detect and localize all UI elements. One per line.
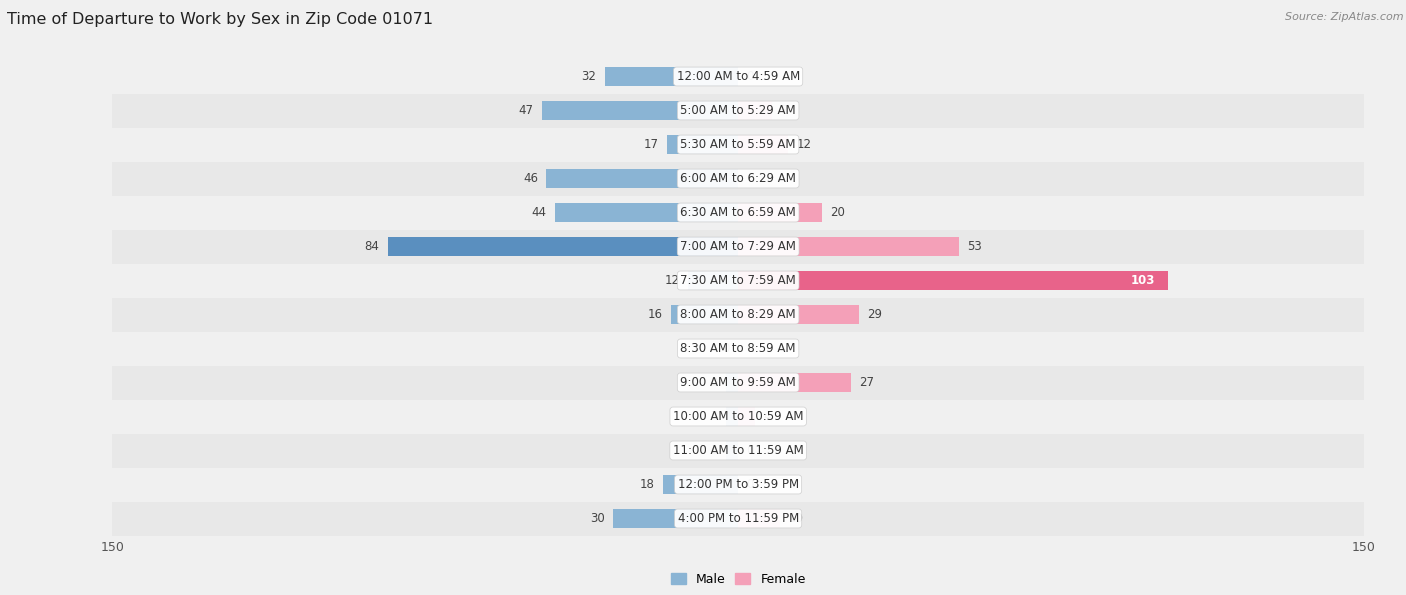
Bar: [738, 509, 780, 528]
Text: 47: 47: [519, 104, 534, 117]
Bar: [547, 169, 738, 188]
Text: 18: 18: [640, 478, 655, 491]
Text: 103: 103: [1130, 274, 1156, 287]
Text: 4:00 PM to 11:59 PM: 4:00 PM to 11:59 PM: [678, 512, 799, 525]
Text: 7:00 AM to 7:29 AM: 7:00 AM to 7:29 AM: [681, 240, 796, 253]
Text: 8:30 AM to 8:59 AM: 8:30 AM to 8:59 AM: [681, 342, 796, 355]
Text: 10:00 AM to 10:59 AM: 10:00 AM to 10:59 AM: [673, 410, 803, 423]
Text: 5:30 AM to 5:59 AM: 5:30 AM to 5:59 AM: [681, 138, 796, 151]
Text: 84: 84: [364, 240, 380, 253]
Text: 5:00 AM to 5:29 AM: 5:00 AM to 5:29 AM: [681, 104, 796, 117]
Text: 29: 29: [868, 308, 883, 321]
Bar: [112, 399, 1364, 434]
Text: 6:30 AM to 6:59 AM: 6:30 AM to 6:59 AM: [681, 206, 796, 219]
Bar: [112, 93, 1364, 127]
Bar: [725, 373, 738, 392]
Text: 16: 16: [648, 308, 664, 321]
Text: 0: 0: [747, 478, 754, 491]
Bar: [738, 237, 959, 256]
Text: 6:00 AM to 6:29 AM: 6:00 AM to 6:29 AM: [681, 172, 796, 185]
Text: 46: 46: [523, 172, 538, 185]
Text: 27: 27: [859, 376, 875, 389]
Text: 12: 12: [665, 274, 679, 287]
Text: 30: 30: [591, 512, 605, 525]
Bar: [725, 407, 738, 426]
Text: 3: 3: [710, 444, 717, 457]
Bar: [112, 161, 1364, 196]
Bar: [738, 135, 789, 154]
Text: 0: 0: [747, 342, 754, 355]
Bar: [738, 101, 772, 120]
Bar: [543, 101, 738, 120]
Text: 7:30 AM to 7:59 AM: 7:30 AM to 7:59 AM: [681, 274, 796, 287]
Bar: [112, 127, 1364, 161]
Text: 3: 3: [710, 410, 717, 423]
Bar: [112, 264, 1364, 298]
Bar: [112, 230, 1364, 264]
Text: 32: 32: [582, 70, 596, 83]
Bar: [672, 305, 738, 324]
Bar: [738, 373, 851, 392]
Text: 53: 53: [967, 240, 983, 253]
Text: 12:00 AM to 4:59 AM: 12:00 AM to 4:59 AM: [676, 70, 800, 83]
Bar: [738, 203, 821, 222]
Bar: [668, 135, 738, 154]
Bar: [738, 407, 755, 426]
Bar: [112, 502, 1364, 536]
Text: 0: 0: [747, 444, 754, 457]
Text: Source: ZipAtlas.com: Source: ZipAtlas.com: [1285, 12, 1403, 22]
Text: 0: 0: [723, 342, 730, 355]
Text: 17: 17: [644, 138, 659, 151]
Text: 12: 12: [797, 138, 811, 151]
Bar: [112, 196, 1364, 230]
Legend: Male, Female: Male, Female: [665, 568, 811, 591]
Text: 20: 20: [830, 206, 845, 219]
Text: 0: 0: [747, 70, 754, 83]
Text: Time of Departure to Work by Sex in Zip Code 01071: Time of Departure to Work by Sex in Zip …: [7, 12, 433, 27]
Text: 8: 8: [780, 104, 787, 117]
Text: 11:00 AM to 11:59 AM: 11:00 AM to 11:59 AM: [673, 444, 803, 457]
Bar: [112, 434, 1364, 468]
Bar: [112, 468, 1364, 502]
Text: 12:00 PM to 3:59 PM: 12:00 PM to 3:59 PM: [678, 478, 799, 491]
Bar: [664, 475, 738, 494]
Text: 44: 44: [531, 206, 547, 219]
Bar: [112, 365, 1364, 399]
Text: 4: 4: [763, 410, 770, 423]
Bar: [688, 271, 738, 290]
Bar: [388, 237, 738, 256]
Bar: [112, 60, 1364, 93]
Text: 0: 0: [747, 172, 754, 185]
Bar: [112, 331, 1364, 365]
Bar: [605, 67, 738, 86]
Text: 8:00 AM to 8:29 AM: 8:00 AM to 8:29 AM: [681, 308, 796, 321]
Bar: [738, 271, 1168, 290]
Text: 3: 3: [710, 376, 717, 389]
Text: 10: 10: [789, 512, 803, 525]
Bar: [613, 509, 738, 528]
Bar: [725, 441, 738, 460]
Text: 9:00 AM to 9:59 AM: 9:00 AM to 9:59 AM: [681, 376, 796, 389]
Bar: [738, 305, 859, 324]
Bar: [112, 298, 1364, 331]
Bar: [554, 203, 738, 222]
